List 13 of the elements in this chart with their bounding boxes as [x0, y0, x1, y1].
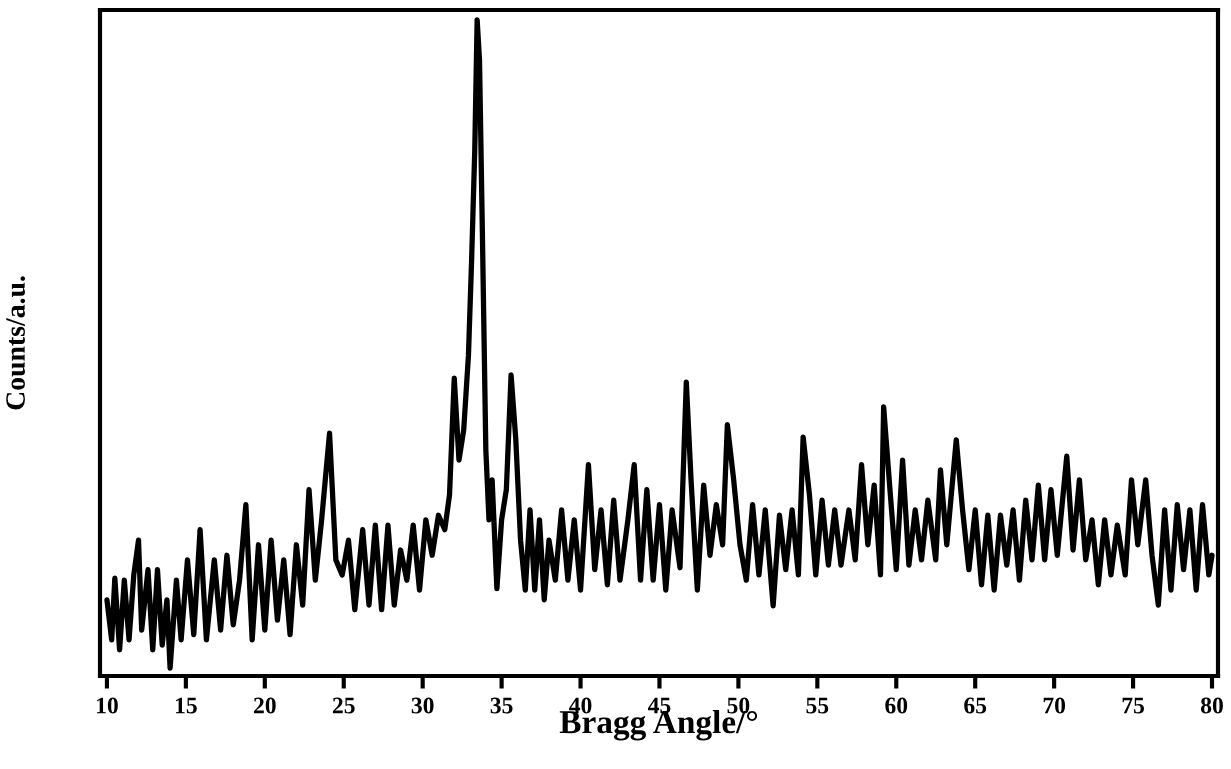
x-tick-label: 20: [254, 697, 276, 714]
x-tick-label: 70: [1043, 697, 1066, 714]
y-axis-title: Counts/a.u.: [6, 276, 26, 410]
x-tick-label: 25: [332, 697, 355, 714]
x-tick-label: 60: [885, 697, 908, 714]
x-tick-label: 65: [964, 697, 987, 714]
x-tick-label: 10: [97, 697, 118, 714]
x-tick-label: 15: [175, 697, 197, 714]
x-tick-label: 80: [1200, 697, 1223, 714]
x-tick-label: 30: [411, 697, 434, 714]
x-tick-label: 75: [1122, 697, 1145, 714]
x-tick-label: 55: [806, 697, 829, 714]
x-tick-label: 35: [490, 697, 513, 714]
